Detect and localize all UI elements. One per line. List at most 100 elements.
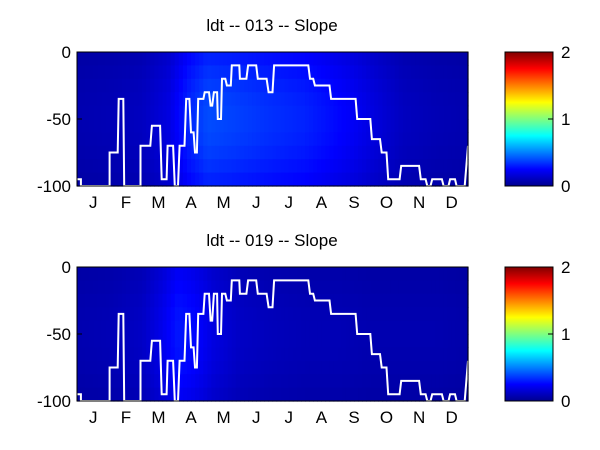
heatmap-cell — [211, 387, 217, 402]
heatmap-cell — [423, 52, 428, 66]
heatmap-cell — [362, 374, 367, 389]
heatmap-cell — [77, 267, 82, 281]
heatmap-cell — [455, 293, 461, 308]
heatmap-cell — [423, 267, 428, 281]
heatmap-cell — [370, 65, 375, 80]
heatmap-cell — [113, 347, 119, 362]
heatmap-cell — [191, 172, 196, 187]
heatmap-cell — [459, 132, 465, 147]
heatmap-cell — [191, 293, 196, 308]
heatmap-cell — [455, 132, 461, 147]
heatmap-cell — [162, 145, 168, 160]
heatmap-cell — [231, 172, 237, 187]
heatmap-cell — [423, 360, 428, 375]
heatmap-cell — [97, 387, 103, 402]
heatmap-cell — [362, 159, 367, 174]
heatmap-cell — [182, 293, 188, 308]
heatmap-cell — [85, 65, 90, 80]
heatmap-cell — [296, 293, 302, 308]
heatmap-cell — [235, 78, 241, 93]
heatmap-cell — [447, 267, 453, 281]
heatmap-cell — [268, 374, 274, 389]
heatmap-cell — [235, 374, 241, 389]
heatmap-cell — [223, 132, 229, 147]
heatmap-cell — [349, 387, 355, 402]
x-tick-label: M — [151, 408, 165, 427]
heatmap-cell — [195, 293, 200, 308]
heatmap-cell — [219, 280, 225, 295]
heatmap-cell — [134, 347, 139, 362]
heatmap-cell — [419, 267, 424, 281]
panel-2-depth-line — [77, 279, 469, 402]
heatmap-cell — [415, 172, 420, 187]
heatmap-cell — [410, 293, 416, 308]
heatmap-cell — [256, 280, 261, 295]
heatmap-cell — [366, 280, 371, 295]
heatmap-cell — [134, 374, 139, 389]
heatmap-cell — [142, 172, 147, 187]
heatmap-cell — [305, 172, 310, 187]
heatmap-cell — [235, 307, 241, 322]
heatmap-cell — [406, 347, 412, 362]
heatmap-cell — [150, 267, 155, 281]
heatmap-cell — [443, 172, 449, 187]
heatmap-cell — [280, 65, 286, 80]
heatmap-cell — [386, 307, 392, 322]
heatmap-cell — [325, 172, 331, 187]
heatmap-cell — [325, 159, 331, 174]
heatmap-cell — [333, 347, 339, 362]
heatmap-cell — [150, 78, 155, 93]
heatmap-cell — [447, 145, 453, 160]
heatmap-cell — [284, 347, 290, 362]
heatmap-cell — [447, 159, 453, 174]
heatmap-cell — [272, 360, 278, 375]
heatmap-cell — [235, 360, 241, 375]
heatmap-cell — [443, 293, 449, 308]
heatmap-cell — [305, 387, 310, 402]
heatmap-cell — [191, 159, 196, 174]
heatmap-cell — [97, 65, 103, 80]
heatmap-cell — [317, 374, 322, 389]
heatmap-cell — [93, 374, 98, 389]
heatmap-cell — [337, 78, 343, 93]
heatmap-cell — [296, 347, 302, 362]
heatmap-cell — [390, 119, 396, 133]
heatmap-cell — [410, 52, 416, 66]
heatmap-cell — [239, 52, 245, 66]
heatmap-cell — [362, 293, 367, 308]
heatmap-cell — [317, 132, 322, 147]
heatmap-cell — [423, 347, 428, 362]
x-tick-label: S — [348, 408, 359, 427]
heatmap-cell — [89, 65, 94, 80]
heatmap-cell — [362, 307, 367, 322]
heatmap-cell — [451, 307, 457, 322]
heatmap-cell — [97, 347, 103, 362]
heatmap-cell — [341, 65, 347, 80]
heatmap-cell — [329, 374, 335, 389]
heatmap-cell — [252, 374, 257, 389]
heatmap-cell — [85, 145, 90, 160]
heatmap-cell — [353, 267, 359, 281]
heatmap-cell — [386, 65, 392, 80]
heatmap-cell — [252, 293, 257, 308]
heatmap-cell — [239, 374, 245, 389]
heatmap-cell — [239, 172, 245, 187]
heatmap-cell — [292, 360, 298, 375]
heatmap-cell — [166, 320, 172, 335]
heatmap-cell — [321, 132, 327, 147]
heatmap-cell — [239, 159, 245, 174]
heatmap-cell — [105, 387, 111, 402]
heatmap-cell — [154, 105, 160, 120]
heatmap-cell — [459, 119, 465, 133]
heatmap-cell — [239, 105, 245, 120]
heatmap-cell — [451, 280, 457, 295]
heatmap-cell — [382, 280, 388, 295]
heatmap-cell — [186, 145, 192, 160]
heatmap-cell — [256, 145, 261, 160]
heatmap-cell — [264, 347, 270, 362]
heatmap-cell — [215, 52, 221, 66]
heatmap-cell — [268, 159, 274, 174]
heatmap-cell — [252, 92, 257, 107]
heatmap-cell — [333, 374, 339, 389]
heatmap-cell — [248, 387, 253, 402]
